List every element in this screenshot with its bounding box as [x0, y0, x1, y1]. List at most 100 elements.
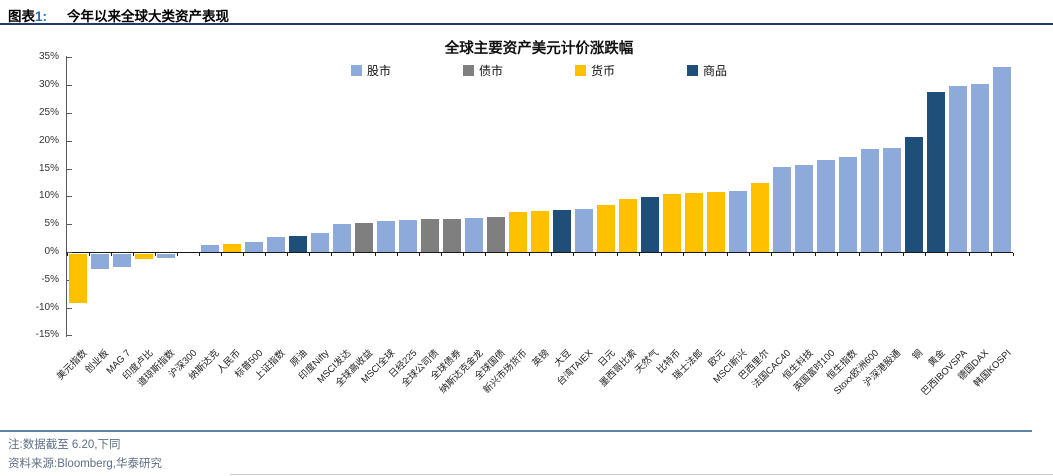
- x-axis-tick: [221, 253, 222, 256]
- legend-swatch-icon: [462, 65, 474, 76]
- y-axis-label: 15%: [38, 163, 59, 174]
- bar-纳斯达克: [201, 245, 219, 252]
- bar-印度卢比: [135, 254, 153, 259]
- x-axis-tick: [551, 253, 552, 256]
- bar-墨西哥比索: [619, 199, 637, 252]
- x-axis-tick: [243, 253, 244, 256]
- legend-label: 商品: [703, 64, 728, 78]
- y-axis-label: 10%: [38, 190, 59, 201]
- bar-比特币: [663, 194, 681, 252]
- bar-恒生科技: [795, 165, 813, 252]
- x-axis-tick: [771, 253, 772, 256]
- chart-legend: 股市 债市 货币 商品: [66, 62, 1012, 79]
- y-axis-tick: [67, 224, 72, 225]
- x-axis-tick: [837, 253, 838, 256]
- x-axis-tick: [595, 253, 596, 256]
- x-axis-tick: [133, 253, 134, 256]
- x-axis-tick: [881, 253, 882, 256]
- bar-道琼斯指数: [157, 254, 175, 258]
- x-axis-tick: [287, 253, 288, 256]
- y-axis-tick: [67, 196, 72, 197]
- bar-原油: [289, 236, 307, 252]
- legend-label: 货币: [591, 64, 616, 78]
- x-axis-tick: [859, 253, 860, 256]
- x-axis-tick: [353, 253, 354, 256]
- bar-天然气: [641, 197, 659, 252]
- figure-number: 1:: [35, 9, 48, 24]
- y-axis-label: -15%: [35, 329, 59, 340]
- bar-新兴市场货币: [509, 212, 527, 252]
- legend-swatch-icon: [687, 65, 699, 76]
- y-axis-tick: [67, 169, 72, 170]
- bar-MSCI全球: [377, 221, 395, 252]
- x-axis-tick: [309, 253, 310, 256]
- bar-黄金: [927, 92, 945, 252]
- bar-韩国KOSPI: [993, 67, 1011, 252]
- bar-巴西IBOVSPA: [949, 86, 967, 252]
- y-axis-tick: [67, 252, 72, 253]
- x-axis-tick: [793, 253, 794, 256]
- figure-label: 图表: [8, 9, 35, 24]
- footnote: 注:数据截至 6.20,下同: [8, 439, 121, 451]
- x-axis-tick: [441, 253, 442, 256]
- x-axis-tick: [815, 253, 816, 256]
- footer-divider: [0, 430, 1032, 432]
- bar-恒生指数: [839, 157, 857, 252]
- bar-全球公司债: [421, 219, 439, 252]
- x-axis-tick: [265, 253, 266, 256]
- legend-swatch-icon: [575, 65, 586, 76]
- bar-上证指数: [267, 237, 285, 252]
- y-axis-tick: [67, 85, 72, 86]
- x-axis-tick: [463, 253, 464, 256]
- x-axis-tick: [507, 253, 508, 256]
- x-axis-tick: [947, 253, 948, 256]
- header-divider: [0, 23, 1053, 25]
- bar-大豆: [553, 210, 571, 252]
- x-axis-tick: [705, 253, 706, 256]
- bottom-hairline: [230, 474, 1053, 475]
- y-axis-label: -10%: [35, 302, 59, 313]
- y-axis-tick: [67, 57, 72, 58]
- y-axis-tick: [67, 308, 72, 309]
- legend-label: 债市: [478, 64, 503, 78]
- y-axis-label: 5%: [44, 218, 59, 229]
- bar-全球高收益: [355, 223, 373, 252]
- x-axis-tick: [903, 253, 904, 256]
- bar-沪深港股通: [883, 148, 901, 252]
- figure-header: 图表1: 今年以来全球大类资产表现: [8, 5, 229, 25]
- x-axis-tick: [1013, 253, 1014, 256]
- bar-创业板: [91, 254, 109, 269]
- legend-item-2: 债市: [462, 62, 503, 79]
- legend-label: 股市: [366, 64, 391, 78]
- x-axis-tick: [617, 253, 618, 256]
- bar-全球国债: [487, 217, 505, 252]
- x-axis-tick: [683, 253, 684, 256]
- source-note: 资料来源:Bloomberg,华泰研究: [8, 458, 163, 470]
- bar-日元: [597, 205, 615, 252]
- bar-英国富时100: [817, 160, 835, 252]
- x-axis-tick: [375, 253, 376, 256]
- legend-item-3: 货币: [575, 62, 615, 79]
- x-axis-tick: [969, 253, 970, 256]
- y-axis-line: [66, 56, 67, 337]
- x-axis-tick: [111, 253, 112, 256]
- x-axis-tick: [397, 253, 398, 256]
- legend-swatch-icon: [350, 65, 362, 76]
- x-axis-tick: [485, 253, 486, 256]
- x-axis-tick: [573, 253, 574, 256]
- bar-印度Nifty: [311, 233, 329, 252]
- x-axis-zero-line: [66, 252, 1013, 253]
- x-axis-tick: [155, 253, 156, 256]
- x-axis-tick: [749, 253, 750, 256]
- y-axis-tick: [67, 335, 72, 336]
- y-axis-label: 20%: [38, 135, 59, 146]
- figure-title: 今年以来全球大类资产表现: [67, 9, 230, 24]
- x-axis-label: 英镑: [530, 347, 552, 369]
- bar-纳斯达克金龙: [465, 218, 483, 252]
- x-axis-tick: [991, 253, 992, 256]
- bar-标普500: [245, 242, 263, 252]
- x-axis-tick: [925, 253, 926, 256]
- bar-人民币: [223, 244, 241, 252]
- bar-全球债券: [443, 219, 461, 252]
